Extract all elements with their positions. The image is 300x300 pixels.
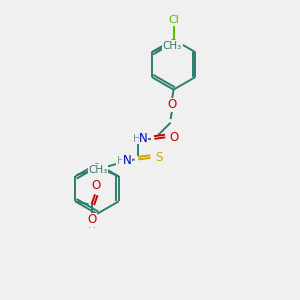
Text: O: O <box>169 131 178 144</box>
Text: O: O <box>167 98 177 111</box>
Text: O: O <box>87 213 96 226</box>
Text: CH₃: CH₃ <box>88 165 108 175</box>
Text: O: O <box>91 179 100 192</box>
Text: H: H <box>133 134 141 144</box>
Text: H: H <box>117 156 124 166</box>
Text: N: N <box>139 132 148 145</box>
Text: H: H <box>88 220 95 230</box>
Text: N: N <box>123 154 132 167</box>
Text: S: S <box>156 152 163 164</box>
Text: CH₃: CH₃ <box>163 40 182 51</box>
Text: Cl: Cl <box>168 15 179 26</box>
